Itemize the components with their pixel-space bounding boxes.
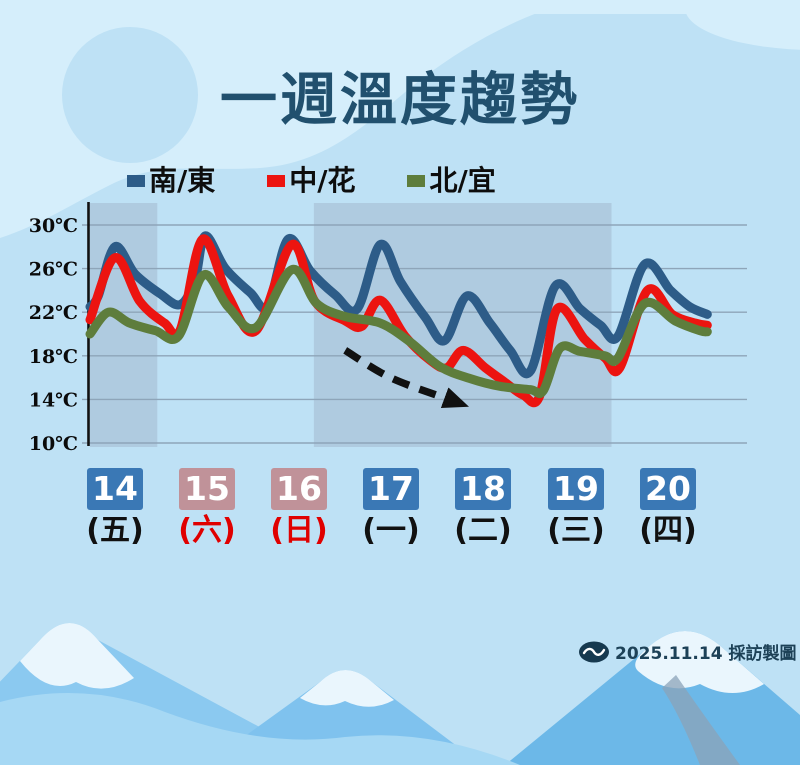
cloud-hole [62, 27, 198, 163]
date-weekday: (三) [547, 513, 605, 548]
y-axis-labels: 30℃ 26℃ 22℃ 18℃ 14℃ 10℃ [29, 215, 78, 455]
date-axis: 14 (五) 15 (六) 16 (日) 17 (一) 18 (二) 19 (三… [0, 468, 800, 558]
date-number: 20 [640, 468, 696, 510]
date-weekday: (五) [86, 513, 144, 548]
legend-label: 南/東 [149, 164, 216, 197]
foreground-hill [0, 693, 520, 765]
date-cell-19: 19 (三) [530, 468, 622, 547]
mountain-left-snowcap [20, 623, 134, 689]
date-weekday: (一) [362, 513, 420, 548]
legend-swatch-north-yilan [407, 175, 426, 187]
series-lines [85, 231, 712, 408]
date-cell-14: 14 (五) [69, 468, 161, 547]
date-cell-15: 15 (六) [161, 468, 253, 547]
legend-label: 中/花 [289, 164, 356, 197]
date-cell-18: 18 (二) [437, 468, 529, 547]
cloud-shape-right [685, 0, 800, 50]
y-tick-label-22: 22℃ [29, 302, 78, 324]
date-cell-17: 17 (一) [345, 468, 437, 547]
legend-swatch-central-hualien [267, 175, 286, 187]
date-number: 18 [455, 468, 511, 510]
legend-swatch-south-east [127, 175, 145, 187]
date-number: 19 [548, 468, 604, 510]
mountain-right-ridge [662, 675, 740, 765]
date-weekday: (日) [270, 513, 328, 548]
date-weekday: (四) [639, 513, 697, 548]
credit-text: 2025.11.14 採訪製圖 [615, 644, 797, 664]
mountain-right-snowcap [635, 631, 764, 693]
chart-legend: 南/東 中/花 北/宜 [127, 167, 496, 195]
y-tick-label-30: 30℃ [29, 215, 78, 237]
series-line-south-east [85, 231, 712, 379]
y-tick-label-10: 10℃ [29, 433, 78, 455]
series-line-north-yilan [85, 265, 712, 399]
y-tick-label-26: 26℃ [29, 259, 78, 281]
date-number: 16 [271, 468, 327, 510]
date-cell-16: 16 (日) [253, 468, 345, 547]
date-number: 15 [179, 468, 235, 510]
legend-item-south-east: 南/東 [127, 167, 215, 195]
y-tick-label-14: 14℃ [29, 389, 78, 411]
date-weekday: (六) [178, 513, 236, 548]
mountain-middle-snowcap [300, 670, 394, 707]
news-logo-icon [579, 641, 609, 662]
date-number: 17 [363, 468, 419, 510]
legend-item-north-yilan: 北/宜 [407, 164, 496, 197]
legend-item-central-hualien: 中/花 [267, 167, 355, 195]
date-number: 14 [87, 468, 143, 510]
legend-label: 北/宜 [429, 164, 496, 197]
date-cell-20: 20 (四) [622, 468, 714, 547]
y-tick-label-18: 18℃ [29, 346, 78, 368]
trend-arrow [343, 347, 469, 409]
page-title: 一週溫度趨勢 [220, 67, 580, 133]
footer-credit: 2025.11.14 採訪製圖 [578, 639, 796, 664]
date-weekday: (二) [454, 513, 512, 548]
